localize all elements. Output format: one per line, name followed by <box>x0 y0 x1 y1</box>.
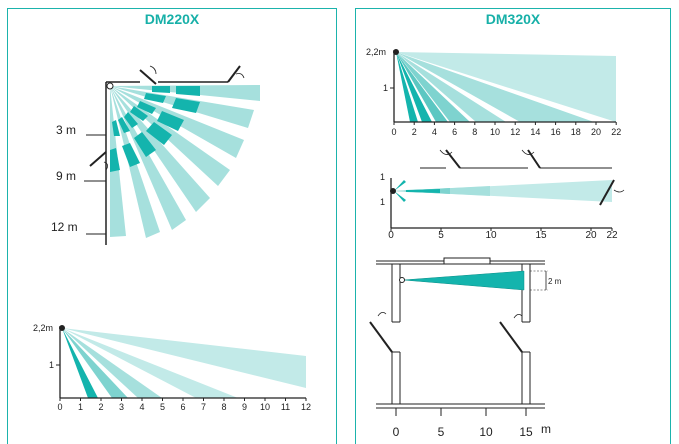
x-tick-label: 3 <box>119 402 124 412</box>
dm320x-room-plan: 2 m 0 5 10 15 m <box>369 257 562 439</box>
y-tick: 1 <box>380 197 385 207</box>
dm220x-fan-diagram: 3 m 9 m 12 m <box>51 65 260 245</box>
mirror-icon <box>227 65 245 83</box>
detector-icon <box>390 188 396 194</box>
x-tick-label: 22 <box>606 230 618 241</box>
fan-beams <box>110 85 260 238</box>
x-tick-label: 7 <box>201 402 206 412</box>
x-tick-label: 8 <box>221 402 226 412</box>
dm320x-title: DM320X <box>485 11 541 27</box>
dm320x-side-view: 2,2m 1 0 2 4 6 8 10 12 14 16 18 20 22 <box>366 47 621 137</box>
dm220x-title: DM220X <box>144 11 200 27</box>
x-tick-label: 20 <box>591 127 601 137</box>
x-ticks: 0 1 2 3 4 5 6 7 8 9 10 11 12 <box>57 398 311 412</box>
x-tick-label: 8 <box>472 127 477 137</box>
x-tick-label: 20 <box>585 230 597 241</box>
door-icon <box>369 312 393 353</box>
x-ticks: 0 5 10 15 20 22 <box>388 228 618 241</box>
x-tick-label: 9 <box>242 402 247 412</box>
x-tick-label: 2 <box>412 127 417 137</box>
x-tick-label: 5 <box>438 230 444 241</box>
fan-label-9m: 9 m <box>56 169 76 183</box>
mirror-icon <box>599 179 625 206</box>
x-tick-label: 0 <box>393 425 400 439</box>
height-label: 2,2m <box>33 323 53 333</box>
mirror-icon <box>439 149 461 169</box>
x-ticks: 0 5 10 15 <box>393 408 533 439</box>
x-tick-label: 22 <box>611 127 621 137</box>
dm320x-panel: DM320X <box>355 8 671 444</box>
detector-icon <box>393 49 399 55</box>
x-tick-label: 10 <box>260 402 270 412</box>
x-tick-label: 5 <box>438 425 445 439</box>
x-tick-label: 2 <box>98 402 103 412</box>
detector-icon <box>59 325 65 331</box>
height-label: 2,2m <box>366 47 386 57</box>
x-tick-label: 12 <box>510 127 520 137</box>
x-tick-label: 11 <box>281 402 290 412</box>
detector-icon <box>399 277 405 283</box>
x-tick-label: 10 <box>490 127 500 137</box>
fan-label-12m: 12 m <box>51 220 78 234</box>
x-tick-label: 14 <box>530 127 540 137</box>
room-beam <box>402 270 525 291</box>
x-tick-label: 15 <box>519 425 533 439</box>
dm320x-top-view: 1 1 0 5 10 15 20 22 <box>380 149 625 241</box>
mirror-icon <box>139 65 157 85</box>
x-tick-label: 1 <box>78 402 83 412</box>
x-tick-label: 0 <box>57 402 62 412</box>
unit-label: m <box>541 422 551 436</box>
dm220x-side-view: 2,2m 1 0 1 2 3 4 5 6 7 8 9 10 11 12 <box>33 323 311 412</box>
dm220x-panel: DM220X <box>7 8 337 444</box>
x-tick-label: 18 <box>571 127 581 137</box>
door-icon <box>499 314 523 353</box>
y-tick: 1 <box>383 83 388 93</box>
x-tick-label: 6 <box>180 402 185 412</box>
x-tick-label: 6 <box>452 127 457 137</box>
x-tick-label: 4 <box>432 127 437 137</box>
x-tick-label: 0 <box>391 127 396 137</box>
detector-icon <box>106 82 114 90</box>
x-tick-label: 5 <box>160 402 165 412</box>
x-tick-label: 4 <box>139 402 144 412</box>
x-tick-label: 10 <box>485 230 497 241</box>
mirror-icon <box>89 151 108 171</box>
y-tick: 1 <box>380 172 385 182</box>
y-tick: 1 <box>49 360 54 370</box>
room-width-label: 2 m <box>548 277 562 286</box>
x-ticks: 0 2 4 6 8 10 12 14 16 18 20 22 <box>391 122 621 137</box>
x-tick-label: 10 <box>479 425 493 439</box>
x-tick-label: 12 <box>301 402 311 412</box>
x-tick-label: 0 <box>388 230 394 241</box>
fan-label-3m: 3 m <box>56 123 76 137</box>
x-tick-label: 15 <box>535 230 547 241</box>
x-tick-label: 16 <box>551 127 561 137</box>
mirror-icon <box>521 149 541 169</box>
